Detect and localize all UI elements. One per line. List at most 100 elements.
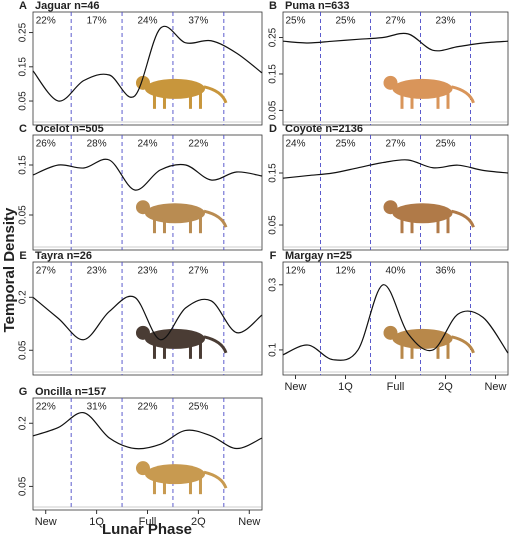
panel-title: Ocelot n=505: [35, 123, 104, 135]
x-tick-label: 1Q: [89, 516, 104, 528]
phase-share-label: 25%: [335, 139, 355, 150]
density-curve: [32, 25, 263, 102]
phase-share-label: 22%: [188, 139, 208, 150]
x-tick-label: New: [238, 516, 260, 528]
y-tick-label: 0.05: [268, 100, 279, 120]
animal-leg: [436, 217, 440, 234]
panel-frame: [32, 261, 263, 376]
animal-leg: [198, 342, 202, 359]
density-curve: [282, 284, 509, 361]
phase-share-label: 23%: [87, 266, 107, 277]
animal-leg: [152, 478, 156, 495]
panel-letter: D: [269, 123, 277, 135]
animal-leg: [446, 92, 450, 109]
animal-leg: [400, 342, 404, 359]
panel-letter: G: [19, 386, 28, 398]
animal-head: [383, 200, 398, 215]
phase-share-label: 24%: [137, 16, 157, 27]
phase-share-label: 25%: [188, 402, 208, 413]
phase-share-label: 37%: [188, 16, 208, 27]
animal-leg: [162, 92, 166, 109]
animal-leg: [152, 92, 156, 109]
phase-share-label: 25%: [435, 139, 455, 150]
panel-frame: [282, 134, 509, 251]
animal-leg: [198, 217, 202, 234]
phase-share-label: 22%: [137, 402, 157, 413]
phase-share-label: 12%: [335, 266, 355, 277]
y-tick-label: 0.15: [18, 57, 29, 77]
panel-title: Coyote n=2136: [285, 123, 363, 135]
x-tick-label: Full: [139, 516, 157, 528]
phase-share-label: 27%: [385, 16, 405, 27]
y-tick-label: 0.2: [18, 416, 29, 430]
x-tick-label: 2Q: [191, 516, 206, 528]
density-curve: [32, 295, 263, 341]
y-tick-label: 0.1: [268, 343, 279, 357]
panel-letter: A: [19, 0, 27, 12]
phase-share-label: 22%: [36, 16, 56, 27]
phase-share-label: 23%: [137, 266, 157, 277]
density-curve: [282, 32, 509, 52]
phase-share-label: 26%: [36, 139, 56, 150]
phase-share-label: 27%: [385, 139, 405, 150]
animal-leg: [188, 478, 192, 495]
animal-leg: [198, 92, 202, 109]
animal-head: [135, 200, 150, 215]
y-tick-label: 0.05: [268, 215, 279, 235]
phase-share-label: 40%: [385, 266, 405, 277]
animal-leg: [162, 217, 166, 234]
animal-leg: [152, 217, 156, 234]
y-tick-label: 0.25: [268, 27, 279, 47]
animal-leg: [446, 342, 450, 359]
y-tick-label: 0.15: [18, 155, 29, 175]
panel-title: Tayra n=26: [35, 250, 92, 262]
phase-share-label: 31%: [87, 402, 107, 413]
y-tick-label: 0.05: [18, 91, 29, 111]
animal-head: [383, 75, 398, 90]
y-tick-label: 0.15: [268, 163, 279, 183]
density-curve: [32, 412, 263, 450]
phase-share-label: 23%: [435, 16, 455, 27]
animal-leg: [436, 92, 440, 109]
x-axis-label: Lunar Phase: [102, 521, 192, 538]
x-tick-label: Full: [387, 381, 405, 393]
x-tick-label: New: [35, 516, 57, 528]
y-tick-label: 0.05: [18, 340, 29, 360]
phase-share-label: 12%: [285, 266, 305, 277]
density-curve: [282, 159, 509, 179]
panel-frame: [282, 261, 509, 376]
y-tick-label: 0.25: [18, 22, 29, 42]
x-tick-label: 1Q: [338, 381, 353, 393]
panel-frame: [32, 134, 263, 251]
animal-tail: [203, 209, 228, 228]
animal-tail: [451, 209, 475, 228]
y-tick-label: 0.3: [268, 277, 279, 291]
phase-share-label: 17%: [87, 16, 107, 27]
animal-leg: [152, 342, 156, 359]
animal-tail: [451, 335, 475, 354]
animal-head: [135, 325, 150, 340]
animal-head: [383, 325, 398, 340]
animal-leg: [400, 217, 404, 234]
animal-leg: [188, 92, 192, 109]
animal-leg: [198, 478, 202, 495]
animal-leg: [410, 342, 414, 359]
animal-head: [135, 461, 150, 476]
panel-title: Puma n=633: [285, 0, 350, 12]
y-axis-label: Temporal Density: [1, 207, 18, 332]
animal-leg: [162, 478, 166, 495]
panel-letter: E: [19, 250, 26, 262]
panel-letter: F: [270, 250, 277, 262]
animal-tail: [203, 335, 228, 354]
animal-leg: [188, 217, 192, 234]
density-curve: [32, 158, 263, 191]
phase-share-label: 24%: [137, 139, 157, 150]
animal-tail: [203, 470, 228, 489]
y-tick-label: 0.15: [268, 64, 279, 84]
panel-letter: B: [269, 0, 277, 12]
panel-letter: C: [19, 123, 27, 135]
panel-title: Margay n=25: [285, 250, 352, 262]
panel-title: Oncilla n=157: [35, 386, 106, 398]
y-tick-label: 0.05: [18, 205, 29, 225]
